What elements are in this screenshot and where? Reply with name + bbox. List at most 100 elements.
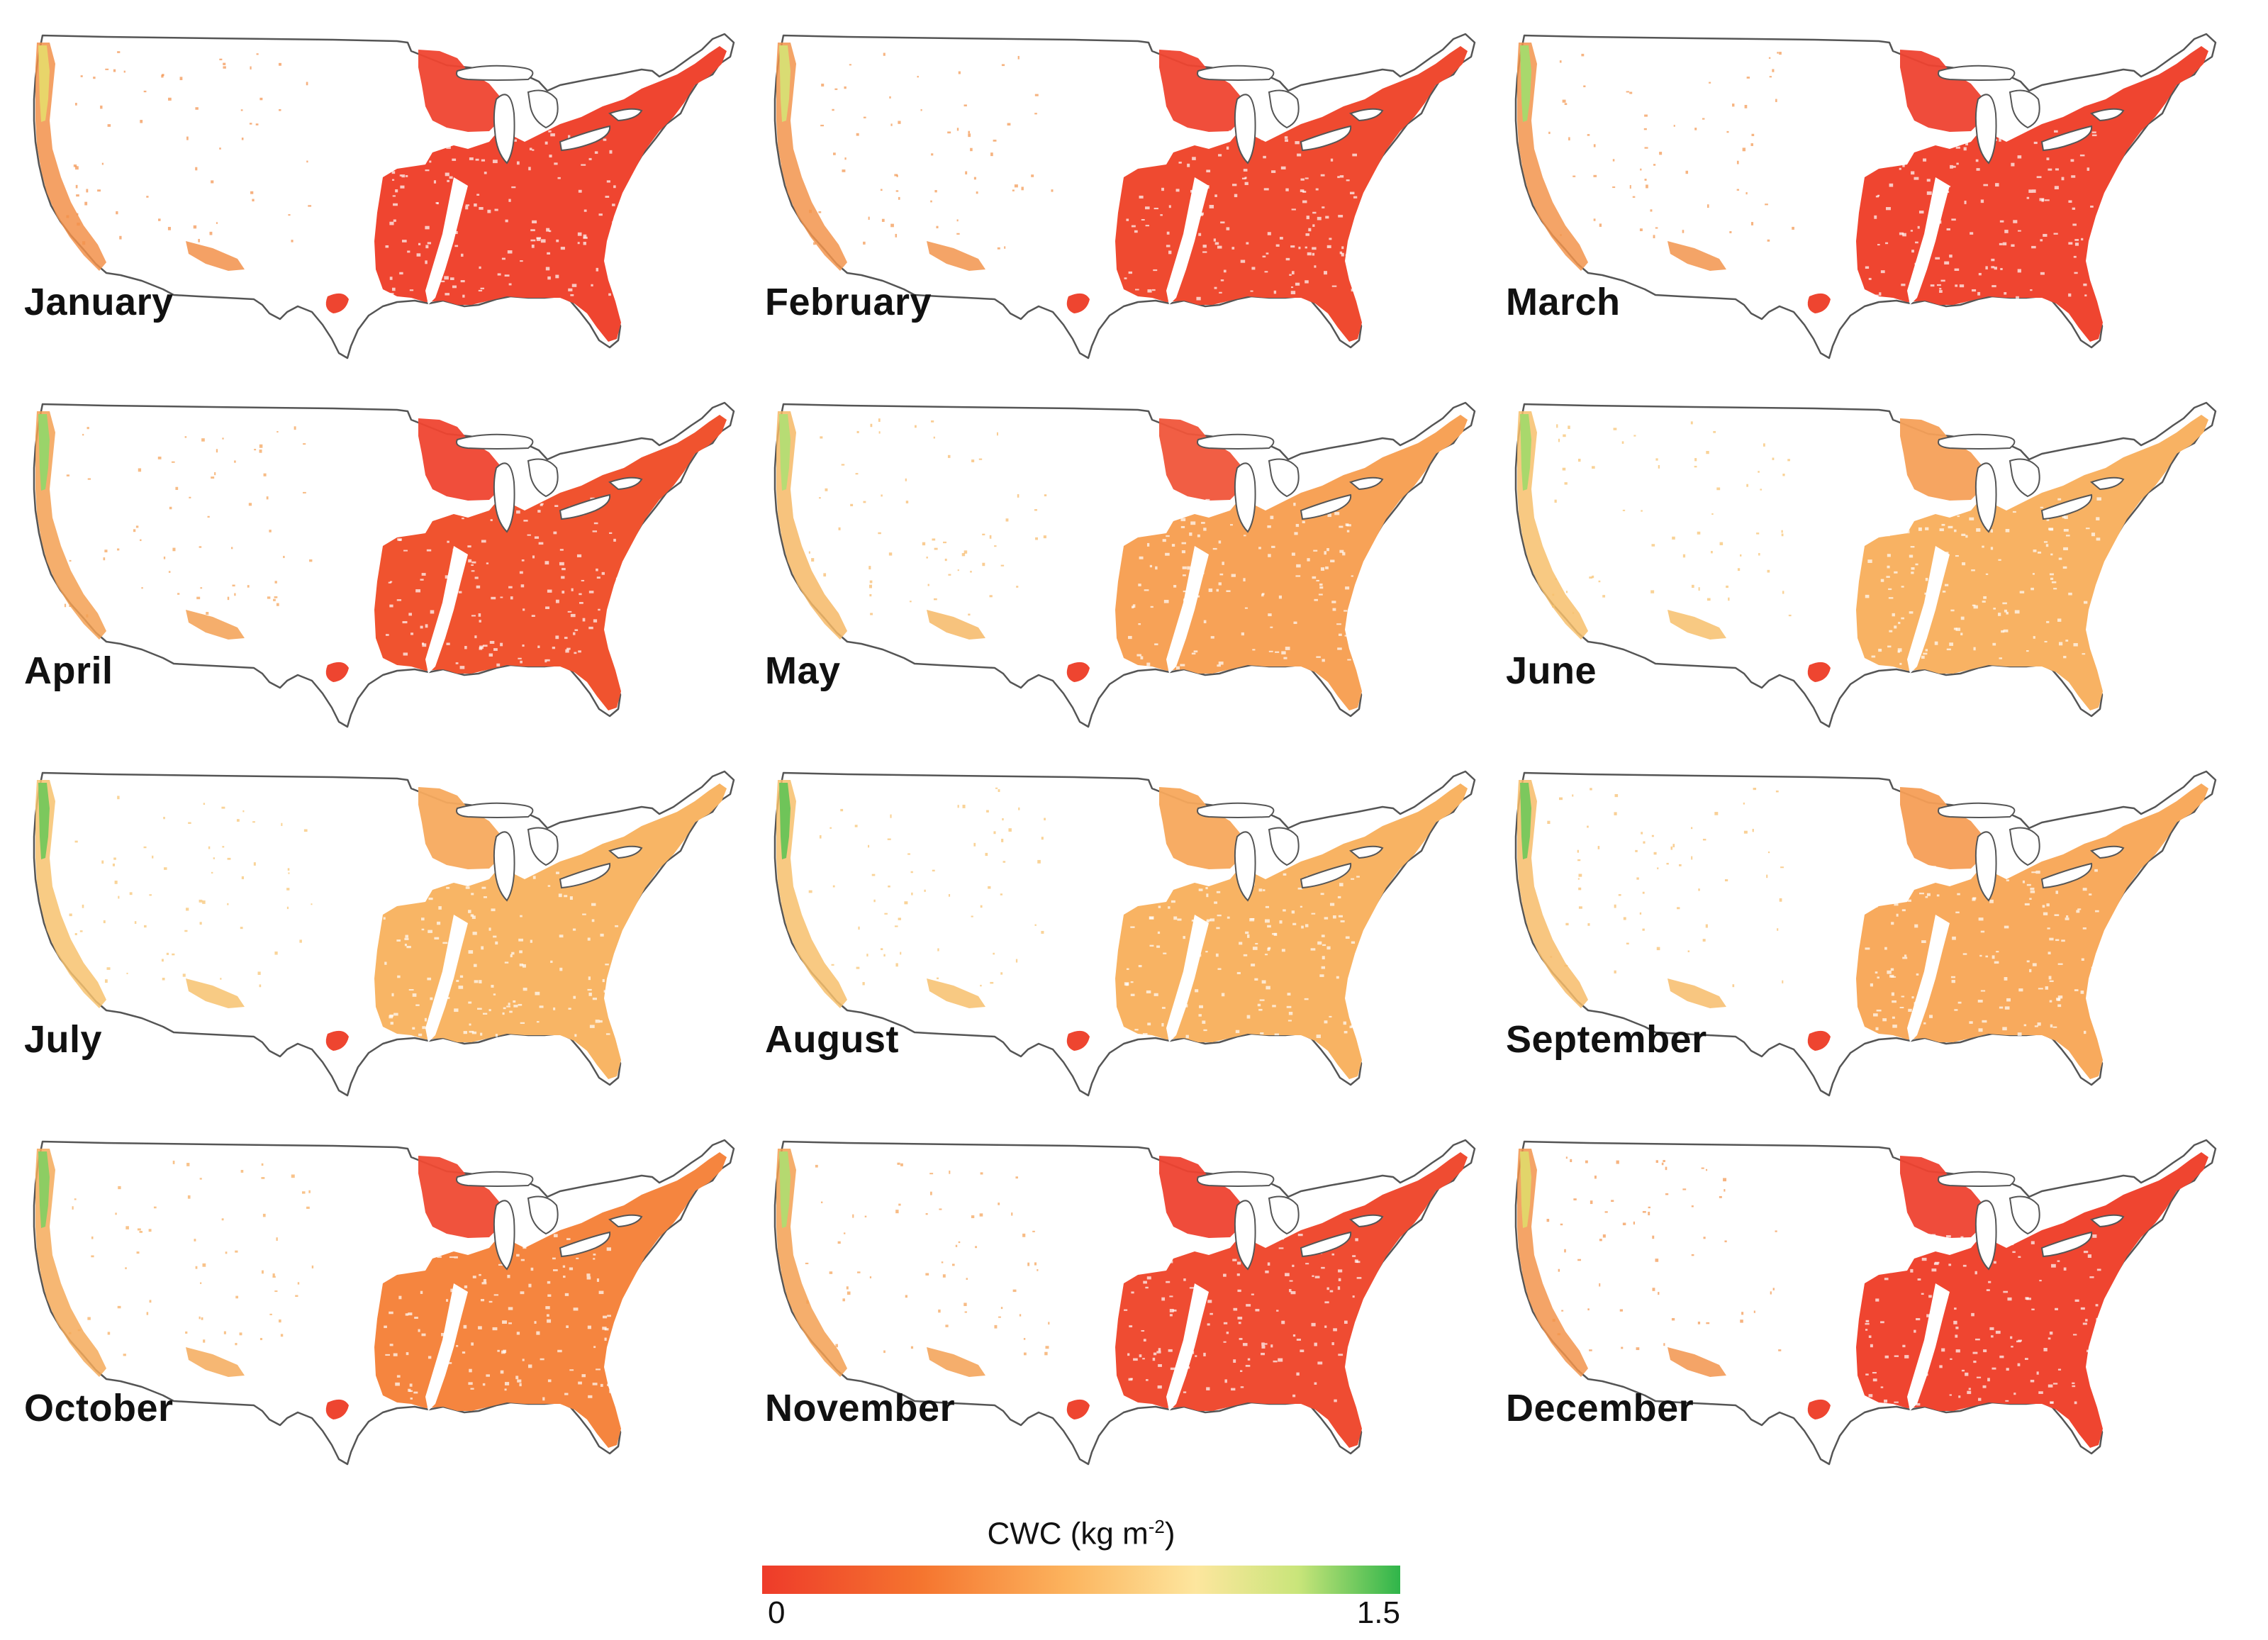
map-panel-august: August	[741, 737, 1478, 1097]
cwc-region-texas	[1066, 1399, 1090, 1419]
map-panel-may: May	[741, 369, 1478, 728]
great-lake-1	[1234, 94, 1256, 164]
cwc-region-cascade	[1520, 414, 1531, 491]
cwc-region-north	[418, 418, 500, 501]
great-lake-3	[2040, 1231, 2093, 1258]
cwc-region-southwest	[1668, 978, 1726, 1008]
cwc-speckles	[66, 51, 616, 298]
great-lake-0	[1197, 65, 1275, 81]
us-map	[773, 770, 1476, 1097]
cwc-region-cascade	[1520, 45, 1531, 122]
cwc-speckles	[805, 1162, 1363, 1405]
cwc-region-cascade	[1520, 783, 1531, 859]
cwc-region-southwest	[186, 1347, 245, 1377]
river-gap	[425, 1283, 468, 1411]
map-panel-september: September	[1482, 737, 2219, 1097]
us-map	[1514, 401, 2217, 728]
river-gap	[1907, 915, 1950, 1042]
great-lake-0	[1197, 433, 1275, 450]
great-lake-2	[1268, 458, 1300, 498]
great-lake-3	[2040, 493, 2093, 520]
cwc-region-texas	[1066, 1030, 1090, 1051]
cwc-region-north	[1900, 418, 1982, 501]
month-label: August	[765, 1018, 899, 1061]
map-panel-march: March	[1482, 0, 2219, 359]
month-label: November	[765, 1387, 956, 1429]
us-map	[773, 401, 1476, 728]
cwc-region-texas	[325, 1399, 349, 1419]
cwc-region-texas	[1807, 1030, 1831, 1051]
cwc-region-texas	[1807, 662, 1831, 682]
cwc-region-southwest	[927, 610, 985, 640]
cwc-region-east	[1856, 783, 2208, 1079]
cwc-region-east	[1115, 1152, 1468, 1448]
cwc-region-southwest	[1668, 610, 1726, 640]
great-lake-1	[493, 94, 515, 164]
cwc-speckles	[1546, 1156, 2101, 1406]
cwc-speckles	[1552, 421, 2101, 665]
great-lake-0	[1938, 65, 2016, 81]
great-lake-0	[1197, 1171, 1275, 1187]
cwc-region-cascade	[779, 783, 791, 859]
cwc-region-southwest	[927, 978, 985, 1008]
us-map	[33, 770, 735, 1097]
great-lake-0	[1938, 433, 2016, 450]
great-lake-2	[527, 89, 559, 129]
great-lake-3	[2040, 862, 2093, 889]
cwc-region-cascade	[38, 783, 50, 859]
cwc-speckles	[64, 426, 621, 669]
legend-colorbar	[762, 1566, 1400, 1594]
cwc-region-east	[1856, 1152, 2208, 1448]
cwc-region-east	[1115, 415, 1468, 710]
cwc-region-east	[1115, 783, 1468, 1079]
us-map	[773, 33, 1476, 359]
great-lake-3	[559, 125, 611, 152]
cwc-region-north	[1159, 418, 1241, 501]
us-map	[1514, 33, 2217, 359]
great-lake-3	[559, 493, 611, 520]
us-map	[33, 33, 735, 359]
cwc-region-texas	[1066, 662, 1090, 682]
great-lake-1	[493, 831, 515, 902]
great-lake-3	[1300, 493, 1352, 520]
river-gap	[1907, 1283, 1950, 1411]
cwc-region-southwest	[186, 978, 245, 1008]
map-panel-december: December	[1482, 1106, 2219, 1466]
map-grid: January February March April May June July Augu…	[0, 0, 2219, 1466]
cwc-region-texas	[325, 293, 349, 313]
great-lake-0	[456, 802, 534, 818]
great-lake-1	[493, 462, 515, 533]
cwc-region-cascade	[779, 45, 791, 122]
cwc-region-southwest	[1668, 1347, 1726, 1377]
great-lake-4	[1348, 476, 1384, 491]
map-panel-july: July	[0, 737, 737, 1097]
great-lake-1	[493, 1200, 515, 1271]
great-lake-0	[1197, 802, 1275, 818]
legend-title: CWC (kg m-2)	[987, 1516, 1175, 1551]
us-map	[1514, 770, 2217, 1097]
river-gap	[1166, 1283, 1209, 1411]
legend-max-label: 1.5	[1356, 1595, 1400, 1630]
cwc-region-north	[1900, 50, 1982, 132]
great-lake-4	[2089, 476, 2125, 491]
cwc-region-texas	[325, 1030, 349, 1051]
cwc-region-cascade	[38, 45, 50, 122]
great-lake-3	[559, 862, 611, 889]
great-lake-4	[608, 108, 643, 122]
cwc-region-texas	[1807, 1399, 1831, 1419]
river-gap	[425, 915, 468, 1042]
month-label: September	[1506, 1018, 1707, 1061]
great-lake-2	[1268, 1195, 1300, 1235]
great-lake-2	[2009, 458, 2040, 498]
river-gap	[1907, 546, 1950, 674]
great-lake-2	[2009, 827, 2040, 866]
cwc-region-east	[374, 415, 727, 710]
cwc-region-cascade	[779, 1151, 791, 1228]
cwc-region-southwest	[186, 241, 245, 271]
great-lake-1	[1974, 831, 1997, 902]
great-lake-1	[1974, 1200, 1997, 1271]
cwc-region-east	[374, 1152, 727, 1448]
great-lake-0	[456, 1171, 534, 1187]
cwc-region-north	[418, 50, 500, 132]
cwc-region-texas	[1807, 293, 1831, 313]
